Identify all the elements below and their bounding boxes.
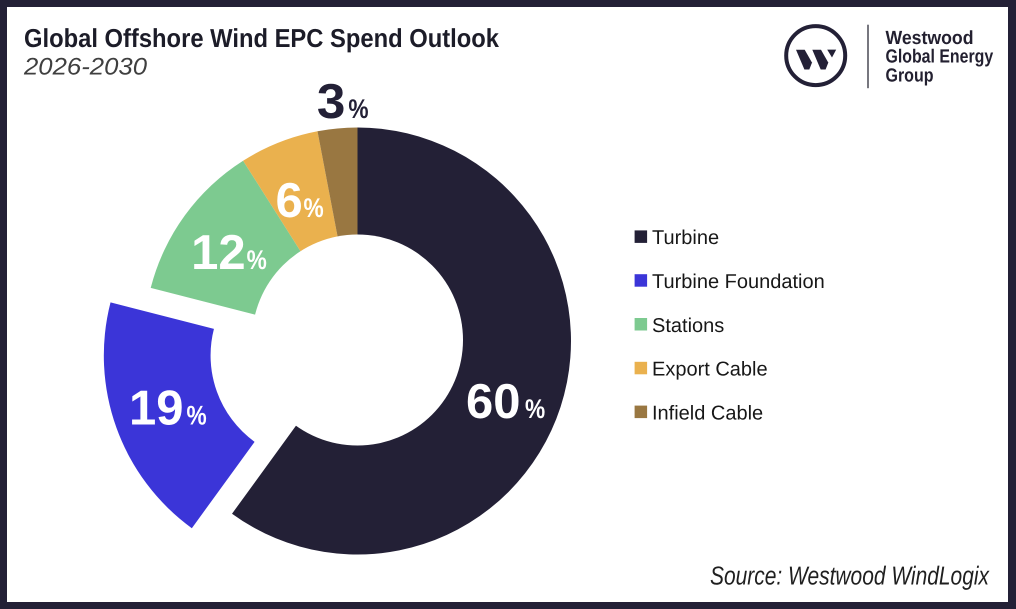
svg-text:6: 6: [276, 174, 303, 228]
svg-text:Global Offshore Wind EPC Spend: Global Offshore Wind EPC Spend Outlook: [24, 23, 499, 53]
svg-text:Global Energy: Global Energy: [886, 47, 994, 68]
svg-text:Stations: Stations: [652, 315, 724, 337]
svg-text:Infield Cable: Infield Cable: [652, 402, 763, 424]
svg-text:3: 3: [317, 75, 346, 129]
svg-text:%: %: [304, 193, 324, 223]
svg-text:2026-2030: 2026-2030: [23, 54, 148, 81]
svg-text:%: %: [247, 245, 267, 275]
svg-text:%: %: [525, 394, 545, 424]
svg-text:%: %: [348, 94, 368, 124]
svg-text:Group: Group: [886, 66, 934, 87]
svg-text:60: 60: [466, 375, 521, 429]
svg-text:19: 19: [129, 382, 184, 436]
svg-text:Turbine Foundation: Turbine Foundation: [652, 271, 825, 293]
svg-text:12: 12: [191, 226, 246, 280]
svg-text:Turbine: Turbine: [652, 227, 719, 249]
svg-text:Westwood: Westwood: [886, 28, 974, 49]
svg-text:Export Cable: Export Cable: [652, 359, 768, 381]
svg-text:Source: Westwood WindLogix: Source: Westwood WindLogix: [710, 561, 990, 591]
svg-text:%: %: [187, 400, 207, 430]
